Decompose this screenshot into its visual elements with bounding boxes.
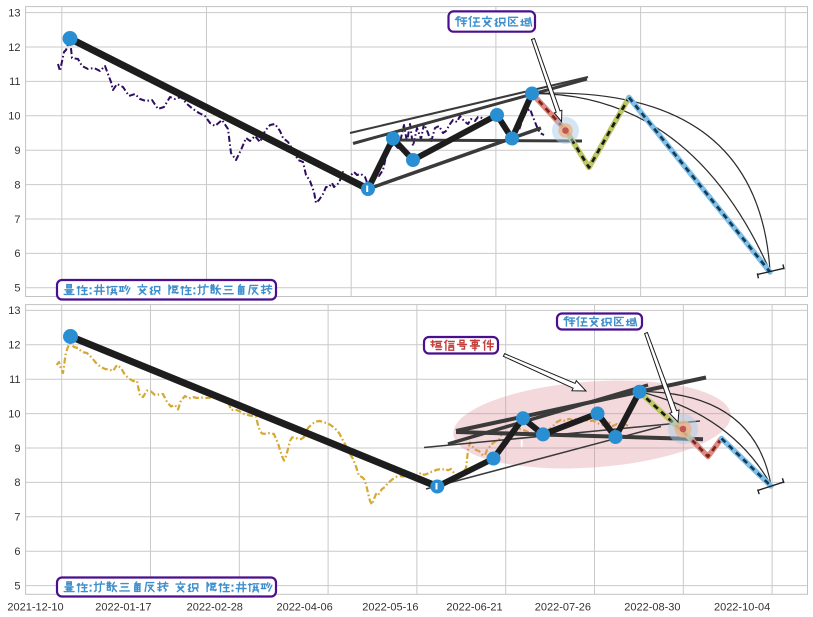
svg-text:11: 11 <box>9 76 20 88</box>
svg-text:2022-07-26: 2022-07-26 <box>535 602 591 614</box>
svg-text:2022-04-06: 2022-04-06 <box>276 602 332 614</box>
svg-text:2021-12-10: 2021-12-10 <box>7 602 63 614</box>
svg-text:9: 9 <box>14 443 20 455</box>
svg-text:12: 12 <box>8 340 20 352</box>
svg-text:8: 8 <box>14 477 20 489</box>
svg-text:13: 13 <box>8 305 20 317</box>
svg-text:2022-06-21: 2022-06-21 <box>446 602 502 614</box>
svg-text:9: 9 <box>14 145 20 157</box>
svg-text:2022-01-17: 2022-01-17 <box>95 602 151 614</box>
svg-text:6: 6 <box>14 546 20 558</box>
svg-text:7: 7 <box>14 512 20 524</box>
svg-text:5: 5 <box>14 580 20 592</box>
svg-text:2022-08-30: 2022-08-30 <box>624 602 680 614</box>
svg-text:7: 7 <box>14 214 20 226</box>
svg-text:12: 12 <box>8 42 20 54</box>
svg-text:13: 13 <box>8 7 20 19</box>
svg-text:5: 5 <box>14 283 20 295</box>
svg-text:2022-05-16: 2022-05-16 <box>362 602 418 614</box>
svg-text:11: 11 <box>9 374 20 386</box>
svg-text:8: 8 <box>14 179 20 191</box>
svg-text:10: 10 <box>8 408 20 420</box>
svg-text:6: 6 <box>14 248 20 260</box>
svg-text:2022-02-28: 2022-02-28 <box>187 602 243 614</box>
svg-text:10: 10 <box>8 111 20 123</box>
svg-text:2022-10-04: 2022-10-04 <box>714 602 770 614</box>
